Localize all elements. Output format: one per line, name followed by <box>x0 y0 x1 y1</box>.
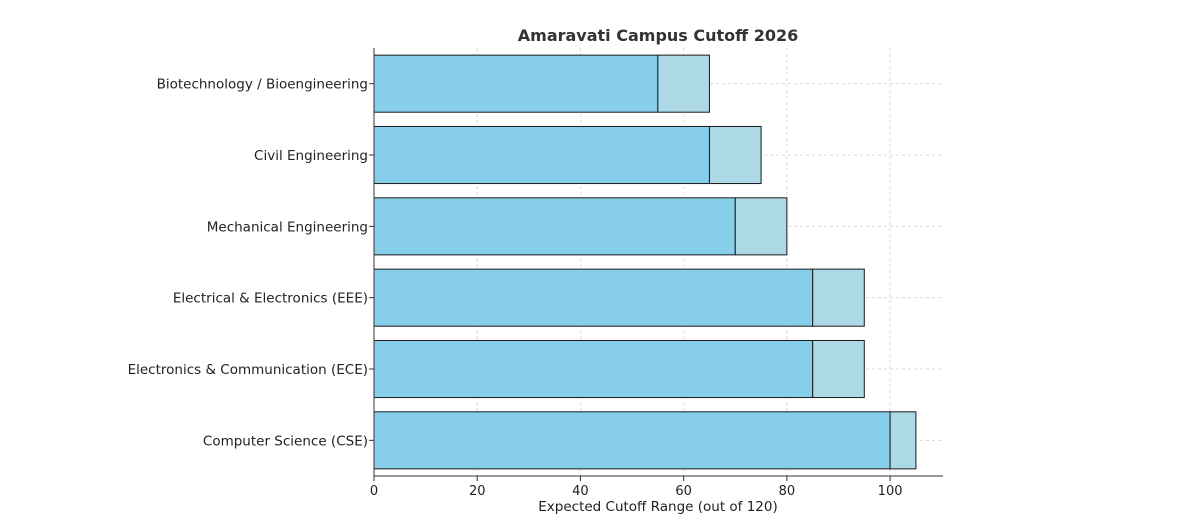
x-tick-label: 40 <box>572 484 589 499</box>
chart-title: Amaravati Campus Cutoff 2026 <box>518 26 798 45</box>
x-tick-label: 0 <box>370 484 378 499</box>
y-category-label: Electrical & Electronics (EEE) <box>173 291 368 307</box>
bar-low <box>373 339 814 399</box>
bar-low <box>373 125 710 185</box>
bar-range <box>734 197 788 256</box>
bar-low <box>373 197 736 256</box>
x-axis-label: Expected Cutoff Range (out of 120) <box>538 499 778 515</box>
axes <box>373 48 943 477</box>
bar-range <box>889 411 917 470</box>
x-tick-label: 80 <box>779 484 796 499</box>
y-category-label: Mechanical Engineering <box>207 219 368 235</box>
y-category-labels: Computer Science (CSE) Electronics & Comm… <box>128 77 374 449</box>
x-ticks: 0 20 40 60 80 100 <box>370 476 903 499</box>
bar-low <box>373 411 891 470</box>
bars <box>373 54 917 470</box>
bar-range <box>657 54 710 113</box>
bar-range <box>708 125 762 185</box>
bar-range <box>812 268 865 327</box>
y-category-label: Electronics & Communication (ECE) <box>128 362 368 378</box>
bar-low <box>373 54 659 113</box>
x-tick-label: 20 <box>469 484 486 499</box>
y-category-label: Civil Engineering <box>254 148 368 164</box>
y-category-label: Computer Science (CSE) <box>203 433 368 449</box>
x-tick-label: 100 <box>878 484 903 499</box>
y-category-label: Biotechnology / Bioengineering <box>157 77 368 93</box>
bar-range <box>812 339 865 399</box>
x-tick-label: 60 <box>675 484 692 499</box>
bar-low <box>373 268 814 327</box>
